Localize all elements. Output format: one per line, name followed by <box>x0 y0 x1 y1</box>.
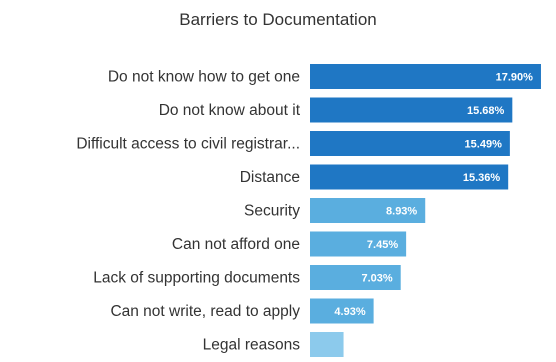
category-label: Lack of supporting documents <box>93 270 300 287</box>
value-label: 15.49% <box>465 139 503 151</box>
bar <box>310 298 374 324</box>
value-label: 4.93% <box>334 306 365 318</box>
bar <box>310 265 401 290</box>
value-label: 7.03% <box>362 273 393 285</box>
category-label: Difficult access to civil registrar... <box>76 136 300 153</box>
bar <box>310 131 510 156</box>
chart-title: Barriers to Documentation <box>179 10 376 29</box>
category-label: Do not know about it <box>159 102 301 119</box>
bar <box>310 231 407 257</box>
value-label: 15.68% <box>467 105 505 117</box>
bar <box>310 332 344 357</box>
value-label: 8.93% <box>386 206 417 218</box>
bars-group: Do not know how to get one 17.90% Do not k… <box>76 64 541 357</box>
bar <box>310 64 541 89</box>
category-label: Legal reasons <box>203 337 301 354</box>
category-label: Distance <box>240 169 300 186</box>
value-label: 17.90% <box>496 72 534 84</box>
category-label: Security <box>244 203 300 220</box>
category-label: Can not write, read to apply <box>110 303 300 320</box>
bar <box>310 164 509 190</box>
bar <box>310 198 426 223</box>
value-label: 7.45% <box>367 239 398 251</box>
category-label: Do not know how to get one <box>108 69 300 86</box>
category-label: Can not afford one <box>172 236 300 253</box>
value-label: 15.36% <box>463 172 501 184</box>
bar <box>310 97 513 123</box>
